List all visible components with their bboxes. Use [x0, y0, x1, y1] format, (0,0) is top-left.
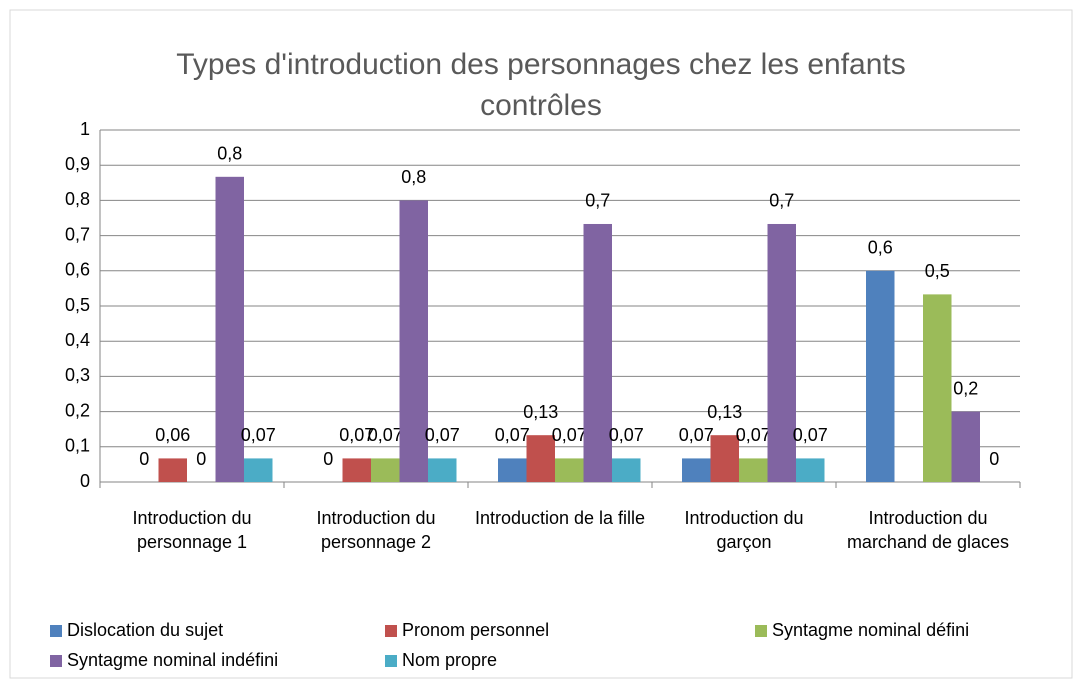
bar: [951, 411, 980, 482]
bar: [371, 458, 400, 482]
x-tick-label: Introduction du marchand de glaces: [846, 508, 1010, 552]
y-tick-label: 0,2: [65, 400, 90, 420]
data-label: 0,07: [339, 425, 374, 445]
data-label: 0,07: [552, 425, 587, 445]
data-label: 0,7: [769, 191, 794, 211]
data-label: 0,13: [707, 402, 742, 422]
legend-label: Syntagme nominal indéfini: [67, 650, 278, 670]
legend-label: Pronom personnel: [402, 620, 549, 640]
y-tick-label: 1: [80, 119, 90, 139]
bar: [498, 458, 527, 482]
x-tick-label: Introduction de la fille: [474, 508, 646, 528]
chart-title: Types d'introduction des personnages che…: [176, 48, 906, 122]
data-label: 0,07: [368, 425, 403, 445]
bar: [710, 435, 739, 482]
data-label: 0: [323, 449, 333, 469]
bar: [767, 223, 796, 482]
data-label: 0: [989, 449, 999, 469]
data-label: 0,13: [523, 402, 558, 422]
bar: [526, 435, 555, 482]
chart-border: [9, 9, 1073, 679]
y-tick-label: 0: [80, 471, 90, 491]
legend-swatch: [385, 625, 397, 637]
bar: [215, 176, 244, 483]
x-tick-label: Introduction du garçon: [684, 508, 804, 552]
bar: [428, 458, 457, 482]
data-label: 0,07: [736, 425, 771, 445]
data-label: 0,8: [401, 167, 426, 187]
bar: [796, 458, 825, 482]
data-label: 0,07: [241, 425, 276, 445]
legend-swatch: [50, 625, 62, 637]
bar: [399, 200, 428, 482]
legend-swatch: [385, 655, 397, 667]
data-label: 0,07: [609, 425, 644, 445]
data-label: 0,7: [585, 191, 610, 211]
data-label: 0,07: [793, 425, 828, 445]
data-label: 0,2: [953, 378, 978, 398]
data-label: 0,06: [155, 425, 190, 445]
legend-label: Nom propre: [402, 650, 497, 670]
x-tick-label: Introduction du personnage 1: [132, 508, 252, 552]
data-label: 0,07: [425, 425, 460, 445]
y-tick-label: 0,1: [65, 436, 90, 456]
data-label: 0,6: [868, 238, 893, 258]
bar: [612, 458, 641, 482]
legend-swatch: [50, 655, 62, 667]
bar: [923, 294, 952, 482]
bar: [342, 458, 371, 482]
data-label: 0: [196, 449, 206, 469]
bar: [244, 458, 273, 482]
data-label: 0,8: [217, 144, 242, 164]
y-tick-label: 0,6: [65, 260, 90, 280]
y-tick-label: 0,4: [65, 330, 90, 350]
data-label: 0,5: [925, 261, 950, 281]
y-tick-label: 0,3: [65, 365, 90, 385]
y-tick-label: 0,9: [65, 154, 90, 174]
legend-label: Dislocation du sujet: [67, 620, 223, 640]
bar: [739, 458, 768, 482]
bar: [555, 458, 584, 482]
y-tick-label: 0,5: [65, 295, 90, 315]
x-tick-label: Introduction du personnage 2: [316, 508, 436, 552]
bar: [866, 270, 895, 482]
bar: [583, 223, 612, 482]
data-label: 0,07: [495, 425, 530, 445]
bar: [682, 458, 711, 482]
data-label: 0: [139, 449, 149, 469]
y-tick-label: 0,7: [65, 224, 90, 244]
legend-swatch: [755, 625, 767, 637]
bar: [158, 458, 187, 482]
legend-label: Syntagme nominal défini: [772, 620, 969, 640]
data-label: 0,07: [679, 425, 714, 445]
y-tick-label: 0,8: [65, 189, 90, 209]
